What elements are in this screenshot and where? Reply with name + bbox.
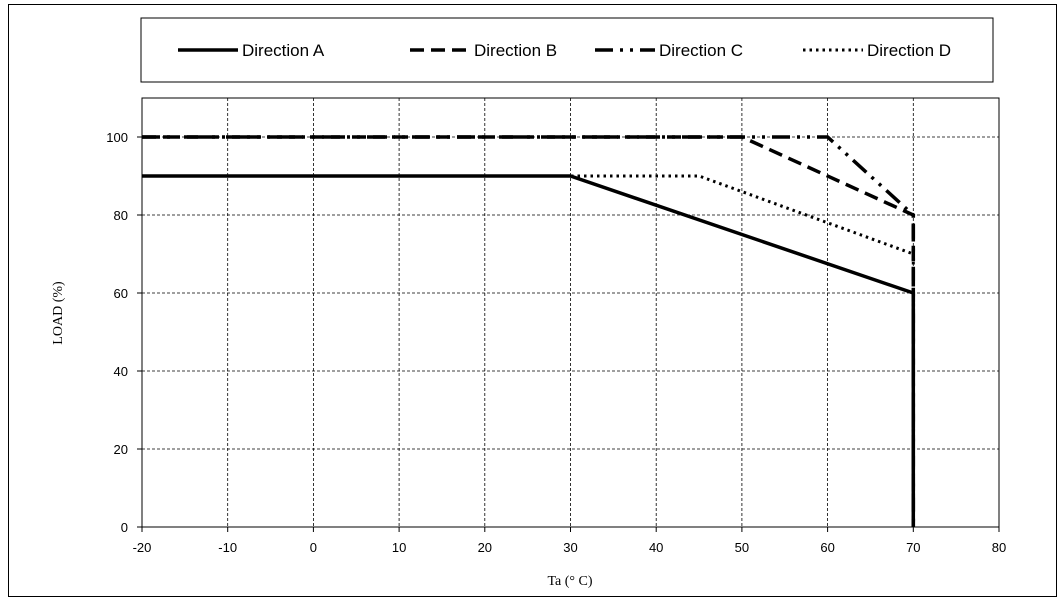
series-line-direction-d xyxy=(142,174,915,527)
x-tick-label: 0 xyxy=(310,540,317,555)
x-tick-label: 70 xyxy=(906,540,920,555)
plot-area xyxy=(141,97,1000,528)
x-tick-label: 30 xyxy=(563,540,577,555)
x-tick-label: 80 xyxy=(992,540,1006,555)
x-tick-label: 10 xyxy=(392,540,406,555)
x-axis-title: Ta (° C) xyxy=(547,574,592,589)
legend-label: Direction D xyxy=(867,41,951,60)
series-line-direction-b xyxy=(142,135,916,527)
x-tick-label: -10 xyxy=(218,540,237,555)
x-tick-label: 20 xyxy=(478,540,492,555)
y-tick-label: 60 xyxy=(114,286,128,301)
y-tick-label: 20 xyxy=(114,442,128,457)
x-tick-label: 50 xyxy=(735,540,749,555)
legend-label: Direction B xyxy=(474,41,557,60)
y-tick-label: 80 xyxy=(114,208,128,223)
x-tick-label: -20 xyxy=(133,540,152,555)
x-tick-label: 40 xyxy=(649,540,663,555)
y-axis-title: LOAD (%) xyxy=(51,281,66,345)
legend-label: Direction C xyxy=(659,41,743,60)
y-tick-label: 40 xyxy=(114,364,128,379)
series-line-direction-a xyxy=(142,174,916,527)
legend-label: Direction A xyxy=(242,41,325,60)
y-tick-label: 0 xyxy=(121,520,128,535)
x-tick-label: 60 xyxy=(820,540,834,555)
y-tick-label: 100 xyxy=(106,130,128,145)
